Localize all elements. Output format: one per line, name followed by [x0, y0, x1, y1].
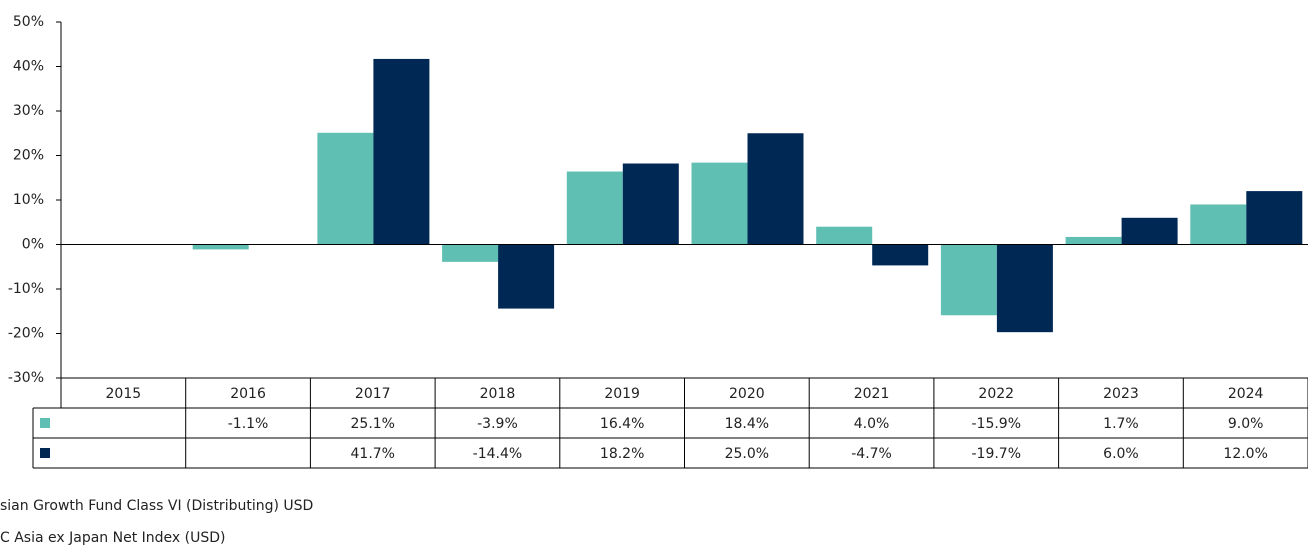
y-tick-label: 30% — [13, 103, 44, 119]
data-label: -4.7% — [851, 446, 892, 462]
x-tick-label: 2024 — [1228, 386, 1264, 402]
data-label: -1.1% — [228, 416, 269, 432]
bar — [816, 226, 873, 245]
y-tick-label: 40% — [13, 59, 44, 75]
y-tick-label: -20% — [8, 326, 44, 342]
data-label: 41.7% — [351, 446, 395, 462]
legend-label: C Asia ex Japan Net Index (USD) — [0, 530, 225, 546]
bar — [622, 163, 679, 245]
bar — [498, 244, 555, 309]
data-label: -15.9% — [971, 416, 1021, 432]
data-label: -3.9% — [477, 416, 518, 432]
bar — [317, 132, 374, 245]
legend-swatch — [40, 418, 50, 428]
y-tick-label: -10% — [8, 281, 44, 297]
bar — [940, 244, 997, 316]
x-tick-label: 2020 — [729, 386, 765, 402]
data-label: 18.2% — [600, 446, 644, 462]
y-tick-label: 0% — [22, 237, 44, 253]
bar — [691, 162, 748, 245]
bar — [192, 244, 249, 250]
x-tick-label: 2018 — [480, 386, 516, 402]
data-label: 16.4% — [600, 416, 644, 432]
x-tick-label: 2016 — [230, 386, 266, 402]
data-label: -19.7% — [971, 446, 1021, 462]
data-label: 18.4% — [725, 416, 769, 432]
bar — [1121, 217, 1178, 245]
bar — [872, 244, 929, 266]
bar — [373, 58, 430, 245]
data-label: 25.0% — [725, 446, 769, 462]
y-tick-label: 10% — [13, 192, 44, 208]
y-tick-label: 50% — [13, 14, 44, 30]
y-tick-label: 20% — [13, 148, 44, 164]
data-label: 12.0% — [1223, 446, 1267, 462]
x-tick-label: 2019 — [604, 386, 640, 402]
data-label: 1.7% — [1103, 416, 1139, 432]
bar — [996, 244, 1053, 333]
bar — [1065, 236, 1122, 245]
x-tick-label: 2017 — [355, 386, 391, 402]
bar — [1190, 204, 1247, 245]
x-tick-label: 2023 — [1103, 386, 1139, 402]
data-label: 6.0% — [1103, 446, 1139, 462]
bar — [566, 171, 623, 245]
x-tick-label: 2015 — [106, 386, 142, 402]
bar — [442, 244, 499, 262]
legend-label: sian Growth Fund Class VI (Distributing)… — [0, 498, 313, 514]
legend-swatch — [40, 448, 50, 458]
data-label: 4.0% — [854, 416, 890, 432]
bar — [747, 133, 804, 245]
x-tick-label: 2021 — [854, 386, 890, 402]
y-tick-label: -30% — [8, 370, 44, 386]
bar — [1246, 191, 1303, 245]
data-label: -14.4% — [473, 446, 523, 462]
x-tick-label: 2022 — [978, 386, 1014, 402]
data-label: 9.0% — [1228, 416, 1264, 432]
data-label: 25.1% — [351, 416, 395, 432]
